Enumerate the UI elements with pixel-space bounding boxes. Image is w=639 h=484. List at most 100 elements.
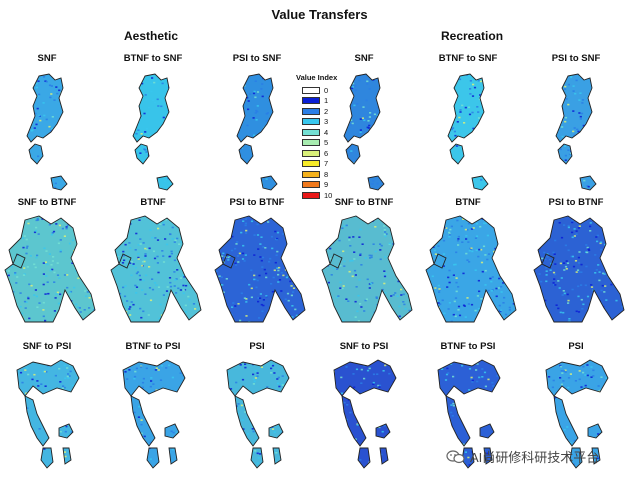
- legend-swatch: [302, 191, 320, 199]
- map-outline: [375, 423, 391, 439]
- legend-item: 6: [296, 148, 356, 159]
- legend-swatch: [302, 107, 320, 115]
- map-outline: [357, 447, 371, 469]
- map-panel: [447, 73, 489, 191]
- map-outline: [533, 215, 625, 323]
- map-panel: [4, 215, 96, 323]
- legend-swatch: [302, 86, 320, 94]
- map-outline: [156, 175, 174, 191]
- legend-item: 3: [296, 117, 356, 128]
- legend-item: 9: [296, 180, 356, 191]
- panel-label: BTNF: [455, 197, 481, 208]
- panel-label: SNF: [354, 53, 374, 64]
- map-outline: [164, 423, 180, 439]
- map-panel: [425, 215, 517, 323]
- map-outline: [587, 423, 603, 439]
- panel-label: SNF: [37, 53, 57, 64]
- legend-swatch: [302, 139, 320, 147]
- map-outline: [579, 175, 597, 191]
- panel-label: PSI to SNF: [551, 53, 601, 64]
- map-outline: [260, 175, 278, 191]
- map-outline: [557, 143, 573, 165]
- map-panel: [132, 73, 174, 191]
- map-panel: [333, 359, 397, 469]
- legend-item: 5: [296, 138, 356, 149]
- map-panel: [533, 215, 625, 323]
- map-outline: [379, 447, 389, 465]
- map-outline: [146, 447, 160, 469]
- map-outline: [40, 447, 54, 469]
- map-outline: [555, 73, 593, 143]
- panel-label: BTNF to SNF: [438, 53, 498, 64]
- legend-label: 1: [324, 96, 329, 106]
- map-outline: [132, 73, 170, 143]
- map-outline: [569, 447, 583, 469]
- map-panel: [26, 73, 68, 191]
- map-outline: [479, 423, 495, 439]
- figure-title: Value Transfers: [271, 7, 368, 22]
- panel-label: PSI to SNF: [232, 53, 282, 64]
- legend-title: Value Index: [296, 73, 338, 82]
- panel-label: SNF to BTNF: [17, 197, 77, 208]
- map-outline: [447, 73, 485, 143]
- panel-label: BTNF to PSI: [125, 341, 181, 352]
- map-outline: [445, 395, 471, 447]
- panel-label: SNF to BTNF: [334, 197, 394, 208]
- map-outline: [367, 175, 385, 191]
- map-outline: [130, 395, 156, 447]
- map-outline: [250, 447, 264, 469]
- map-outline: [345, 143, 361, 165]
- map-outline: [50, 175, 68, 191]
- map-panel: [122, 359, 186, 469]
- legend-label: 7: [324, 159, 329, 169]
- legend-item: 1: [296, 96, 356, 107]
- wechat-icon: [446, 449, 465, 463]
- map-outline: [483, 447, 493, 465]
- legend-label: 9: [324, 180, 329, 190]
- legend-item: 10: [296, 190, 356, 201]
- watermark: AI尚研修科研技术平台: [446, 447, 599, 466]
- map-outline: [4, 215, 96, 323]
- map-outline: [134, 143, 150, 165]
- map-outline: [58, 423, 74, 439]
- legend-swatch: [302, 149, 320, 157]
- map-outline: [329, 253, 343, 269]
- map-outline: [234, 395, 260, 447]
- legend-item: 8: [296, 169, 356, 180]
- legend-item: 4: [296, 127, 356, 138]
- legend-swatch: [302, 181, 320, 189]
- panel-label: BTNF to SNF: [123, 53, 183, 64]
- map-outline: [343, 73, 381, 143]
- map-outline: [222, 253, 236, 269]
- panel-label: SNF to PSI: [339, 341, 389, 352]
- legend-label: 8: [324, 169, 329, 179]
- panel-label: BTNF: [140, 197, 166, 208]
- map-outline: [62, 447, 72, 465]
- panel-label: SNF to PSI: [22, 341, 72, 352]
- map-panel: [236, 73, 278, 191]
- map-outline: [471, 175, 489, 191]
- map-panel: [321, 215, 413, 323]
- map-outline: [425, 215, 517, 323]
- legend-item: 2: [296, 106, 356, 117]
- watermark-text: AI尚研修科研技术平台: [470, 450, 600, 465]
- legend-item: 0: [296, 85, 356, 96]
- legend-item: 7: [296, 159, 356, 170]
- map-outline: [433, 253, 447, 269]
- map-outline: [168, 447, 178, 465]
- map-outline: [553, 395, 579, 447]
- legend-swatch: [302, 160, 320, 168]
- panel-label: BTNF to PSI: [440, 341, 496, 352]
- panel-label: PSI: [568, 341, 584, 352]
- map-panel: [110, 215, 202, 323]
- legend-label: 0: [324, 85, 329, 95]
- legend-label: 2: [324, 106, 329, 116]
- map-outline: [24, 395, 50, 447]
- map-outline: [272, 447, 282, 465]
- group-title-aesthetic: Aesthetic: [124, 29, 179, 43]
- map-outline: [118, 253, 132, 269]
- map-outline: [12, 253, 26, 269]
- legend-label: 3: [324, 117, 329, 127]
- map-panel: [226, 359, 290, 469]
